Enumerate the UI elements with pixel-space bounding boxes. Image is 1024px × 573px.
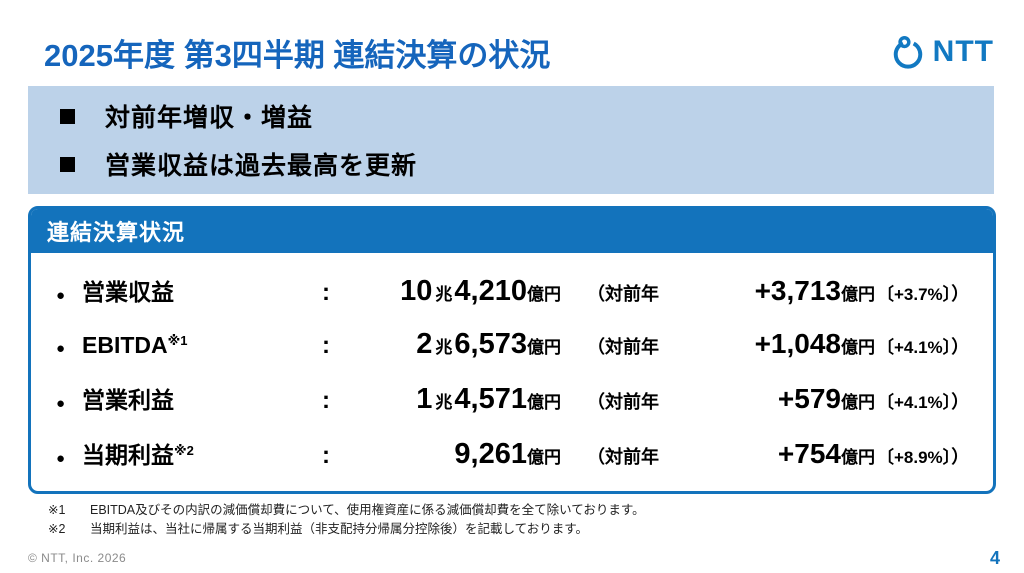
copyright-text: © NTT, Inc. 2026 bbox=[28, 551, 127, 565]
colon-separator: : bbox=[322, 387, 330, 414]
metric-amount: 9,261億円 bbox=[454, 438, 561, 470]
ntt-logo-text: NTT bbox=[932, 35, 994, 68]
page-number: 4 bbox=[989, 548, 1000, 568]
footnote-marker: ※1 bbox=[48, 503, 66, 517]
metric-amount: 2 兆6,573億円 bbox=[416, 328, 561, 360]
ntt-logo: NTT bbox=[889, 33, 994, 71]
panel-title: 連結決算状況 bbox=[47, 220, 186, 245]
footnotes: ※1 EBITDA及びその内訳の減価償却費について、使用権資産に係る減価償却費を… bbox=[48, 501, 996, 539]
yoy-prefix: （対前年 bbox=[587, 447, 659, 467]
metric-label: 営業利益 bbox=[82, 387, 174, 413]
financial-row-revenue: ● 営業収益 : 10 兆4,210億円 （対前年 +3,713 億円 〔+3.7%… bbox=[56, 273, 993, 308]
yoy-prefix: （対前年 bbox=[587, 284, 659, 304]
page-title: 2025年度 第3四半期 連結決算の状況 bbox=[44, 37, 551, 73]
colon-separator: : bbox=[322, 332, 330, 359]
square-bullet-icon bbox=[60, 108, 75, 124]
yoy-change-suffix: 億円 〔+3.7%〕） bbox=[841, 284, 970, 304]
yoy-change-suffix: 億円 〔+4.1%〕） bbox=[841, 337, 970, 357]
yoy-change-amount: +579 bbox=[777, 383, 841, 414]
financial-row-operating-profit: ● 営業利益 : 1 兆4,571億円 （対前年 +579 億円 〔+4.1%〕） bbox=[56, 381, 993, 416]
highlight-text: 対前年増収・増益 bbox=[105, 104, 314, 132]
financial-row-net-profit: ● 当期利益※2 : 9,261億円 （対前年 +754 億円 〔+8.9%〕） bbox=[56, 436, 993, 471]
header: 2025年度 第3四半期 連結決算の状況 NTT bbox=[28, 24, 996, 80]
yoy-change-amount: +3,713 bbox=[754, 275, 841, 306]
yoy-change-suffix: 億円 〔+4.1%〕） bbox=[841, 392, 970, 412]
footnote-ref: ※1 bbox=[167, 333, 188, 348]
panel-body: ● 営業収益 : 10 兆4,210億円 （対前年 +3,713 億円 〔+3.7%… bbox=[31, 253, 993, 491]
panel-header: 連結決算状況 bbox=[31, 209, 993, 253]
highlight-text: 営業収益は過去最高を更新 bbox=[105, 152, 418, 180]
circle-bullet-icon: ● bbox=[56, 340, 66, 357]
footnote-marker: ※2 bbox=[48, 521, 66, 536]
colon-separator: : bbox=[322, 279, 330, 306]
footnote: ※2 当期利益は、当社に帰属する当期利益（非支配持分帰属分控除後）を記載しており… bbox=[48, 520, 996, 539]
footnote-text: 当期利益は、当社に帰属する当期利益（非支配持分帰属分控除後）を記載しております。 bbox=[90, 521, 589, 536]
metric-label: EBITDA※1 bbox=[82, 332, 188, 358]
footnote-ref: ※2 bbox=[174, 443, 194, 458]
metric-label: 当期利益※2 bbox=[82, 442, 194, 468]
colon-separator: : bbox=[322, 442, 330, 469]
footnote-text: EBITDA及びその内訳の減価償却費について、使用権資産に係る減価償却費を全て除… bbox=[90, 503, 645, 517]
yoy-change-amount: +754 bbox=[777, 438, 841, 469]
yoy-prefix: （対前年 bbox=[587, 392, 659, 412]
footnote: ※1 EBITDA及びその内訳の減価償却費について、使用権資産に係る減価償却費を… bbox=[48, 501, 996, 520]
circle-bullet-icon: ● bbox=[56, 450, 66, 467]
metric-label: 営業収益 bbox=[82, 279, 174, 305]
square-bullet-icon bbox=[60, 156, 75, 172]
results-panel: 連結決算状況 ● 営業収益 : 10 兆4,210億円 （対前年 +3,713 億… bbox=[28, 206, 996, 494]
metric-amount: 1 兆4,571億円 bbox=[416, 383, 561, 415]
highlight-item: 営業収益は過去最高を更新 bbox=[60, 146, 994, 182]
circle-bullet-icon: ● bbox=[56, 395, 66, 412]
highlights-panel: 対前年増収・増益 営業収益は過去最高を更新 bbox=[28, 86, 994, 194]
yoy-change-suffix: 億円 〔+8.9%〕） bbox=[841, 447, 970, 467]
yoy-prefix: （対前年 bbox=[587, 337, 659, 357]
yoy-change-amount: +1,048 bbox=[754, 328, 841, 359]
circle-bullet-icon: ● bbox=[56, 287, 66, 304]
metric-amount: 10 兆4,210億円 bbox=[400, 275, 561, 307]
highlight-item: 対前年増収・増益 bbox=[60, 98, 994, 134]
ntt-dynamic-loop-icon bbox=[889, 33, 927, 71]
financial-row-ebitda: ● EBITDA※1 : 2 兆6,573億円 （対前年 +1,048 億円 〔+4… bbox=[56, 328, 993, 361]
